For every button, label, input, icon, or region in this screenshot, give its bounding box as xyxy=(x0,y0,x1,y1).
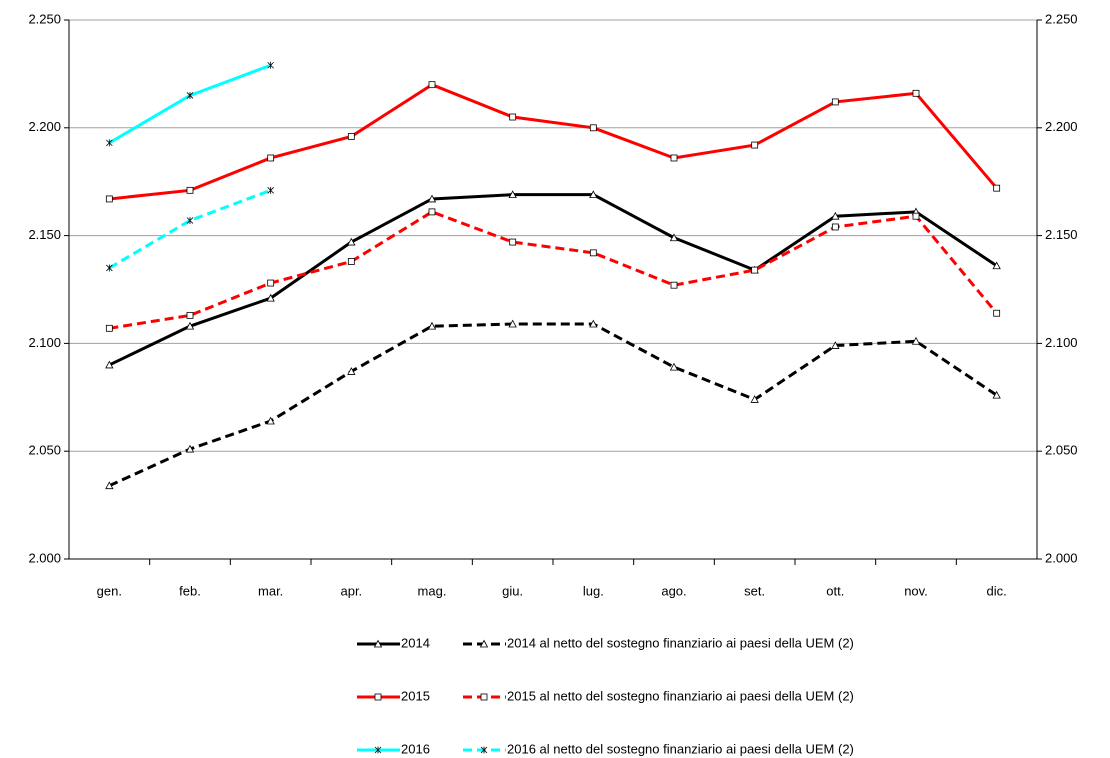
y2-tick-label: 2.100 xyxy=(1045,335,1078,350)
x-tick-label: feb. xyxy=(179,583,201,598)
point-marker xyxy=(508,190,517,199)
series-line xyxy=(109,83,998,201)
point-marker xyxy=(267,61,274,69)
point-marker xyxy=(106,264,113,272)
x-tick-label: mag. xyxy=(418,583,447,598)
point-marker xyxy=(428,81,436,89)
point-marker xyxy=(509,238,517,246)
x-tick-label: apr. xyxy=(340,583,362,598)
legend-marker xyxy=(374,693,382,701)
point-marker xyxy=(267,279,275,287)
x-tick-label: gen. xyxy=(97,583,122,598)
point-marker xyxy=(267,154,275,162)
legend-label: 2014 xyxy=(401,635,430,650)
point-marker xyxy=(831,211,840,220)
x-tick-label: nov. xyxy=(904,583,928,598)
legend-marker xyxy=(480,693,488,701)
point-marker xyxy=(266,416,275,425)
x-tick-label: dic. xyxy=(987,583,1007,598)
point-marker xyxy=(186,186,194,194)
point-marker xyxy=(267,186,274,194)
point-marker xyxy=(105,360,114,369)
point-marker xyxy=(589,124,597,132)
point-marker xyxy=(992,390,1001,399)
y-tick-label: 2.000 xyxy=(28,550,61,565)
point-marker xyxy=(106,139,113,147)
point-marker xyxy=(105,481,114,490)
point-marker xyxy=(911,336,921,345)
point-marker xyxy=(105,324,113,332)
point-marker xyxy=(669,233,679,242)
y2-tick-label: 2.050 xyxy=(1045,443,1078,458)
series-line xyxy=(109,210,998,330)
point-marker xyxy=(912,212,920,220)
point-marker xyxy=(186,91,194,99)
legend-label: 2015 al netto del sostegno finanziario a… xyxy=(507,688,854,703)
point-marker xyxy=(185,321,195,330)
point-marker xyxy=(589,319,598,328)
point-marker xyxy=(993,184,1001,192)
point-marker xyxy=(347,367,356,375)
x-tick-label: set. xyxy=(744,583,765,598)
point-marker xyxy=(185,444,195,453)
point-marker xyxy=(589,190,598,199)
legend-label: 2014 al netto del sostegno finanziario a… xyxy=(507,635,854,650)
x-tick-label: mar. xyxy=(258,583,283,598)
y-tick-label: 2.100 xyxy=(28,335,61,350)
x-tick-label: giu. xyxy=(502,583,523,598)
legend-label: 2016 xyxy=(401,741,430,756)
legend-label: 2015 xyxy=(401,688,430,703)
point-marker xyxy=(509,113,517,121)
point-marker xyxy=(670,281,678,289)
point-marker xyxy=(750,395,759,403)
legend-marker xyxy=(480,746,488,754)
y-tick-label: 2.050 xyxy=(28,443,61,458)
point-marker xyxy=(831,98,839,106)
point-marker xyxy=(992,261,1001,270)
series-line xyxy=(108,63,272,145)
point-marker xyxy=(347,237,356,246)
point-marker xyxy=(186,217,194,225)
y-tick-label: 2.250 xyxy=(28,11,61,26)
legend-marker xyxy=(374,746,382,754)
point-marker xyxy=(670,154,678,162)
y-tick-label: 2.150 xyxy=(28,227,61,242)
point-marker xyxy=(831,341,840,349)
y2-tick-label: 2.250 xyxy=(1045,11,1078,26)
point-marker xyxy=(508,319,517,328)
point-marker xyxy=(105,195,113,203)
point-marker xyxy=(266,293,275,302)
y-tick-label: 2.200 xyxy=(28,119,61,134)
legend-marker xyxy=(479,639,489,648)
point-marker xyxy=(751,266,759,274)
point-marker xyxy=(912,89,920,97)
point-marker xyxy=(347,133,355,140)
x-tick-label: ott. xyxy=(826,583,844,598)
y2-tick-label: 2.000 xyxy=(1045,550,1078,565)
series-line xyxy=(108,188,272,270)
x-tick-label: ago. xyxy=(661,583,686,598)
y2-tick-label: 2.150 xyxy=(1045,227,1078,242)
series-line xyxy=(108,193,998,367)
point-marker xyxy=(831,223,839,231)
x-tick-label: lug. xyxy=(583,583,604,598)
y2-tick-label: 2.200 xyxy=(1045,119,1078,134)
point-marker xyxy=(993,309,1001,317)
point-marker xyxy=(428,208,436,216)
point-marker xyxy=(669,362,679,371)
legend-marker xyxy=(373,639,383,648)
point-marker xyxy=(751,141,759,149)
series-line xyxy=(108,322,998,488)
point-marker xyxy=(347,258,355,265)
legend-label: 2016 al netto del sostegno finanziario a… xyxy=(507,741,854,756)
point-marker xyxy=(427,194,437,203)
point-marker xyxy=(589,249,597,257)
point-marker xyxy=(186,311,194,319)
point-marker xyxy=(427,321,437,330)
